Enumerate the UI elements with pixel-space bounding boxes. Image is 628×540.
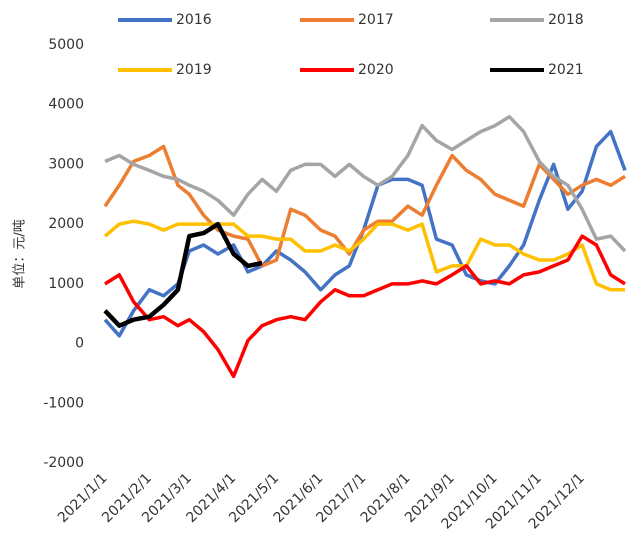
y-tick-label: 3000 — [48, 156, 84, 172]
y-tick-label: 0 — [75, 336, 84, 352]
series-line — [103, 144, 626, 268]
y-tick-label: -2000 — [43, 455, 84, 471]
y-tick-label: 4000 — [48, 97, 84, 113]
series-line — [103, 129, 627, 338]
series-line — [103, 221, 263, 328]
legend-label: 2017 — [358, 12, 394, 28]
legend-label: 2021 — [548, 62, 584, 78]
series-line — [104, 234, 626, 379]
y-tick-label: 2000 — [48, 216, 84, 232]
y-tick-label: 5000 — [48, 37, 84, 53]
legend-label: 2018 — [548, 12, 584, 28]
legend-label: 2019 — [176, 62, 212, 78]
y-tick-label: 1000 — [48, 276, 84, 292]
series-line — [104, 114, 627, 253]
series-line — [103, 219, 625, 292]
y-tick-label: -1000 — [43, 395, 84, 411]
legend-label: 2016 — [176, 12, 212, 28]
y-axis-label: 单位：元/吨 — [13, 219, 28, 288]
legend-label: 2020 — [358, 62, 394, 78]
